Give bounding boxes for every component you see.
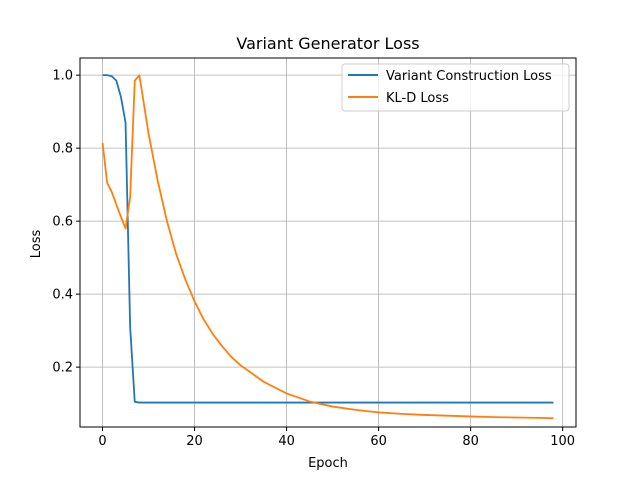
- series-line-kl-d-loss: [101, 74, 554, 420]
- axes-frame: [79, 57, 577, 428]
- x-axis-label: Epoch: [308, 456, 348, 471]
- x-tick-label: 100: [550, 434, 575, 449]
- legend-label-variant-construction-loss: Variant Construction Loss: [386, 69, 552, 84]
- x-tick-label: 20: [186, 434, 203, 449]
- legend: Variant Construction Loss KL-D Loss: [341, 63, 570, 112]
- legend-label-kl-d-loss: KL-D Loss: [386, 91, 449, 106]
- series-line-variant-construction-loss: [102, 74, 554, 404]
- x-tick-label: 60: [370, 434, 387, 449]
- y-axis-label: Loss: [29, 230, 44, 259]
- legend-frame: [341, 63, 570, 112]
- y-tick-label: 0.2: [52, 361, 73, 376]
- ticks: 0 20 40 60 80 100 0.2 0.4 0.6 0.8 1.0: [52, 69, 575, 449]
- y-tick-label: 1.0: [52, 69, 73, 84]
- x-tick-label: 0: [98, 434, 106, 449]
- y-tick-label: 0.4: [52, 288, 73, 303]
- x-tick-label: 80: [462, 434, 479, 449]
- chart-title: Variant Generator Loss: [236, 34, 419, 53]
- plot-lines: [101, 74, 554, 420]
- y-tick-label: 0.6: [52, 215, 73, 230]
- y-tick-label: 0.8: [52, 142, 73, 157]
- x-tick-label: 40: [278, 434, 295, 449]
